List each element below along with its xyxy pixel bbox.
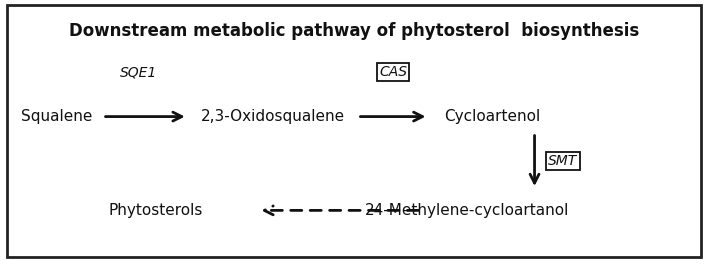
Text: SQE1: SQE1 xyxy=(120,65,156,79)
Text: SMT: SMT xyxy=(548,154,578,168)
Text: 24-Methylene-cycloartanol: 24-Methylene-cycloartanol xyxy=(365,203,569,218)
Text: Cycloartenol: Cycloartenol xyxy=(444,109,540,124)
Text: Squalene: Squalene xyxy=(21,109,92,124)
Text: Downstream metabolic pathway of phytosterol  biosynthesis: Downstream metabolic pathway of phytoste… xyxy=(69,22,639,40)
Text: 2,3-Oxidosqualene: 2,3-Oxidosqualene xyxy=(200,109,345,124)
Text: Phytosterols: Phytosterols xyxy=(108,203,203,218)
Text: CAS: CAS xyxy=(379,65,407,79)
